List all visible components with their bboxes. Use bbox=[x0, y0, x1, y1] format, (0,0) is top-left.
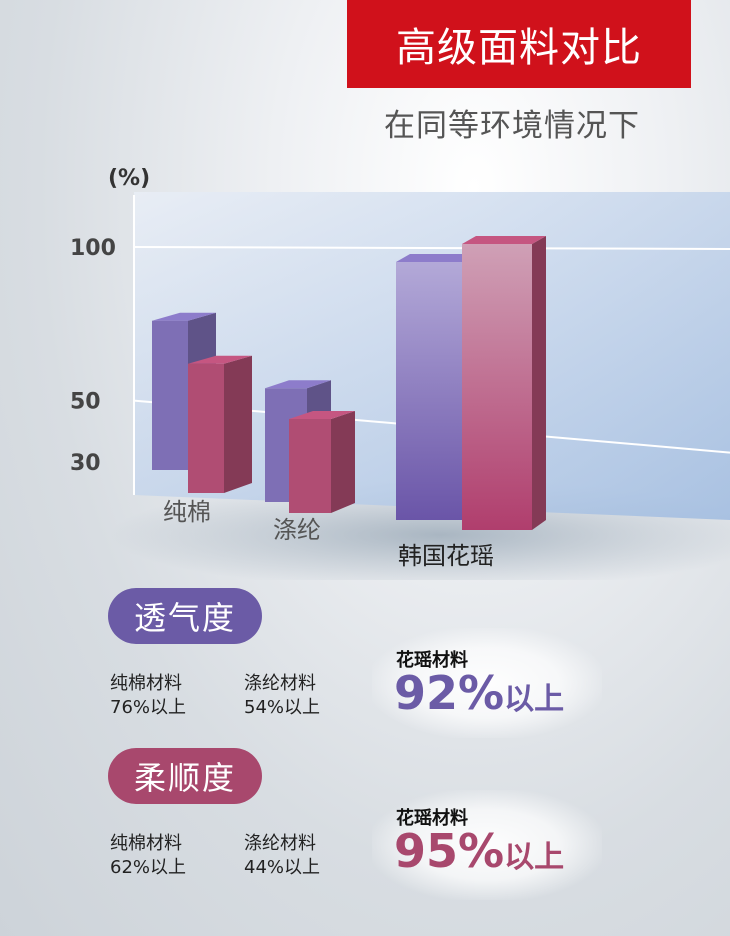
bar-纯棉-2 bbox=[188, 355, 252, 493]
breathability-cotton-label: 纯棉材料 bbox=[110, 673, 182, 694]
category-label: 纯棉 bbox=[163, 498, 211, 526]
breathability-polyester-value: 54%以上 bbox=[244, 697, 321, 718]
page-subtitle: 在同等环境情况下 bbox=[384, 108, 640, 144]
gridline-100 bbox=[133, 246, 730, 250]
breathability-highlight-label: 花瑶材料 bbox=[396, 650, 468, 671]
y-tick-label: 50 bbox=[70, 390, 101, 415]
softness-pill: 柔顺度 bbox=[108, 748, 262, 804]
softness-highlight-value: 95%以上 bbox=[394, 824, 564, 878]
bar-top bbox=[188, 355, 252, 364]
bar-top bbox=[152, 312, 216, 321]
softness-cotton-label: 纯棉材料 bbox=[110, 833, 182, 854]
bar-韩国花瑶-2 bbox=[462, 236, 546, 530]
softness-highlight-number: 95% bbox=[394, 824, 505, 878]
softness-highlight-label: 花瑶材料 bbox=[396, 808, 468, 829]
bar-top bbox=[462, 236, 546, 244]
y-tick-label: 100 bbox=[70, 236, 116, 261]
softness-polyester-stat: 涤纶材料 44%以上 bbox=[244, 832, 320, 880]
softness-polyester-label: 涤纶材料 bbox=[244, 833, 316, 854]
breathability-pill: 透气度 bbox=[108, 588, 262, 644]
y-axis-label: (%) bbox=[108, 166, 150, 191]
bar-front bbox=[396, 262, 466, 520]
bar-side bbox=[331, 411, 355, 513]
bar-top bbox=[396, 254, 480, 262]
y-tick-label: 30 bbox=[70, 451, 101, 476]
breathability-polyester-stat: 涤纶材料 54%以上 bbox=[244, 672, 320, 720]
breathability-polyester-label: 涤纶材料 bbox=[244, 673, 316, 694]
title-banner: 高级面料对比 bbox=[347, 0, 691, 88]
breathability-highlight-suffix: 以上 bbox=[504, 682, 565, 717]
bar-top bbox=[265, 380, 331, 389]
breathability-highlight-value: 92%以上 bbox=[394, 666, 564, 720]
breathability-highlight-number: 92% bbox=[394, 666, 505, 720]
category-label: 韩国花瑶 bbox=[398, 542, 494, 570]
breathability-cotton-stat: 纯棉材料 76%以上 bbox=[110, 672, 186, 720]
bar-side bbox=[532, 236, 546, 530]
bar-front bbox=[152, 320, 188, 470]
bar-涤纶-2 bbox=[289, 411, 355, 513]
softness-cotton-value: 62%以上 bbox=[110, 857, 187, 878]
softness-polyester-value: 44%以上 bbox=[244, 857, 321, 878]
category-label: 涤纶 bbox=[273, 516, 321, 544]
breathability-cotton-value: 76%以上 bbox=[110, 697, 187, 718]
bar-top bbox=[289, 411, 355, 419]
softness-glow bbox=[372, 790, 602, 900]
bar-side bbox=[224, 355, 252, 493]
page-title: 高级面料对比 bbox=[396, 25, 642, 71]
bar-front bbox=[188, 363, 224, 493]
breathability-glow bbox=[372, 628, 602, 738]
bar-front bbox=[462, 244, 532, 530]
softness-highlight-suffix: 以上 bbox=[504, 840, 565, 875]
softness-cotton-stat: 纯棉材料 62%以上 bbox=[110, 832, 186, 880]
bar-front bbox=[289, 419, 331, 513]
